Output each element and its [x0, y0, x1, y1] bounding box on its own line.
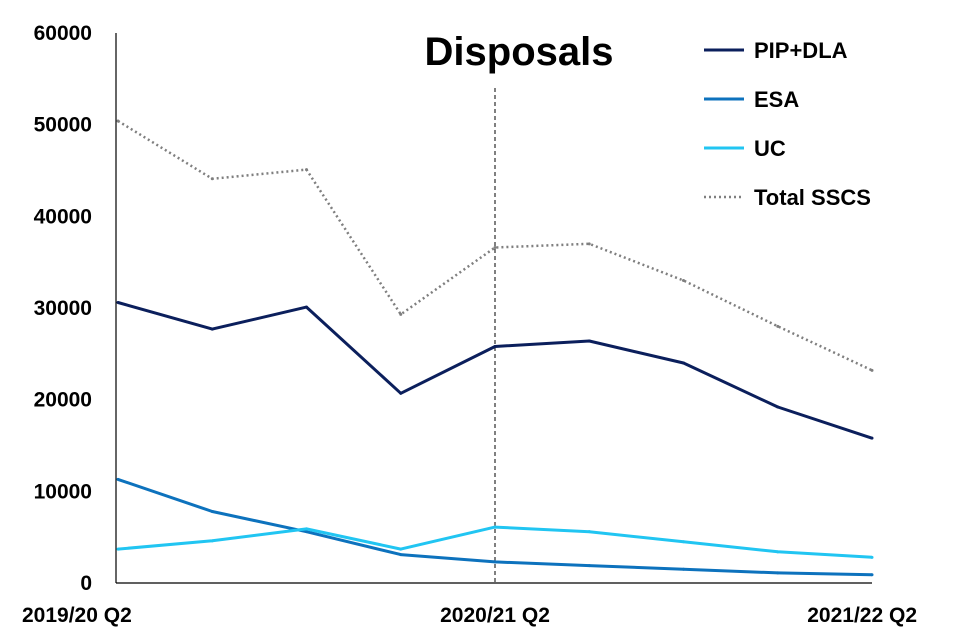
- chart-title: Disposals: [425, 30, 614, 74]
- data-point-total-sscs: [305, 168, 308, 172]
- y-tick-label: 0: [80, 572, 92, 595]
- data-point-total-sscs: [587, 242, 591, 246]
- data-point-uc: [399, 547, 403, 551]
- data-point-esa: [210, 510, 214, 513]
- data-point-pip-dla: [305, 305, 308, 309]
- data-point-esa: [305, 530, 308, 534]
- data-point-uc: [870, 555, 874, 559]
- data-point-pip-dla: [587, 339, 591, 343]
- data-point-uc: [776, 550, 780, 554]
- data-point-uc: [210, 539, 214, 543]
- y-tick-label: 40000: [34, 205, 92, 228]
- data-point-total-sscs: [116, 119, 120, 123]
- x-tick-label: 2020/21 Q2: [440, 604, 550, 627]
- data-point-total-sscs: [399, 312, 403, 316]
- legend-label-esa: ESA: [754, 87, 799, 112]
- data-point-total-sscs: [776, 324, 780, 328]
- data-point-esa: [116, 477, 120, 481]
- x-tick-label: 2019/20 Q2: [22, 604, 132, 627]
- series-lines: [116, 119, 874, 577]
- data-point-esa: [493, 560, 497, 564]
- legend-label-uc: UC: [754, 136, 786, 161]
- data-point-esa: [399, 553, 403, 557]
- y-tick-label: 10000: [34, 480, 92, 503]
- data-point-pip-dla: [776, 405, 780, 409]
- data-point-pip-dla: [870, 436, 874, 440]
- y-tick-label: 20000: [34, 389, 92, 412]
- x-tick-labels: 2019/20 Q2 2020/21 Q2 2021/22 Q2: [22, 604, 917, 627]
- x-tick-label: 2021/22 Q2: [807, 604, 917, 627]
- data-point-pip-dla: [399, 391, 403, 395]
- data-point-total-sscs: [682, 279, 685, 282]
- data-point-pip-dla: [210, 327, 214, 331]
- y-tick-labels: 0 10000 20000 30000 40000 50000 60000: [34, 22, 92, 595]
- data-point-pip-dla: [116, 301, 120, 304]
- data-point-esa: [682, 567, 685, 571]
- data-point-uc: [305, 527, 308, 531]
- y-tick-label: 50000: [34, 114, 92, 137]
- y-tick-label: 30000: [34, 297, 92, 320]
- data-point-esa: [587, 564, 591, 568]
- data-point-esa: [870, 573, 874, 577]
- data-point-total-sscs: [210, 177, 214, 181]
- y-tick-label: 60000: [34, 22, 92, 45]
- legend-label-total-sscs: Total SSCS: [754, 185, 871, 210]
- data-point-uc: [116, 547, 120, 551]
- legend-label-pip-dla: PIP+DLA: [754, 38, 848, 63]
- data-point-pip-dla: [493, 345, 497, 348]
- data-point-uc: [493, 525, 497, 529]
- data-point-total-sscs: [493, 246, 497, 249]
- data-point-total-sscs: [870, 368, 874, 372]
- axes: [115, 33, 872, 584]
- data-point-uc: [682, 540, 685, 544]
- data-point-pip-dla: [682, 361, 685, 365]
- legend: PIP+DLA ESA UC Total SSCS: [704, 38, 871, 210]
- data-point-esa: [776, 571, 780, 575]
- data-point-uc: [587, 530, 591, 534]
